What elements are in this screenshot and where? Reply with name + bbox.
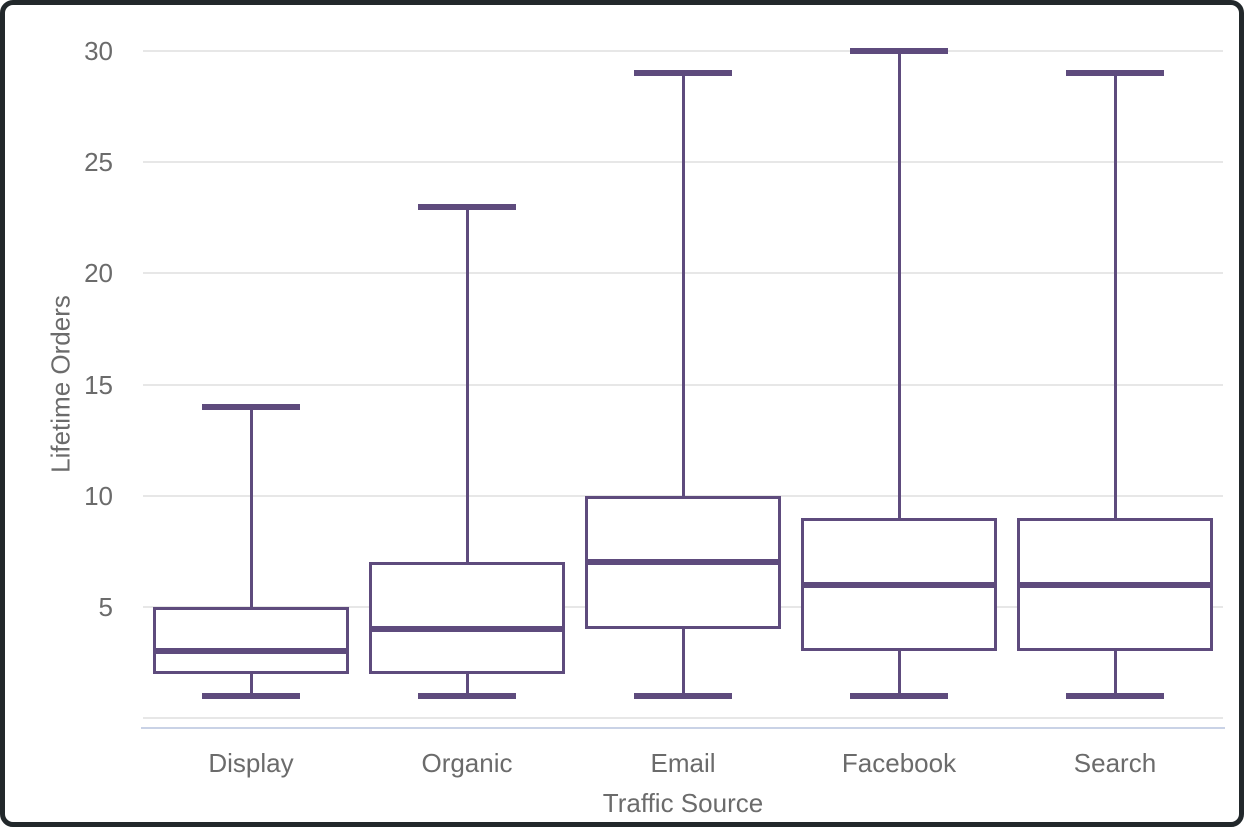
boxplot-chart: Lifetime Orders Traffic Source 5 10 15 20 25… (5, 5, 1239, 822)
whisker-cap-max-search (1066, 70, 1164, 77)
whisker-cap-min-organic (418, 692, 516, 699)
iqr-box-organic (369, 562, 565, 674)
whisker-upper-organic (465, 206, 469, 563)
x-axis-tick-label: Email (650, 748, 716, 778)
whisker-cap-max-email (634, 70, 732, 77)
whisker-lower-email (681, 629, 685, 696)
x-axis-baseline (141, 727, 1225, 729)
median-line-facebook (801, 581, 997, 588)
y-axis-tick-label: 20 (84, 258, 113, 289)
whisker-cap-min-facebook (850, 692, 948, 699)
whisker-cap-min-email (634, 692, 732, 699)
y-axis-tick-label: 5 (98, 591, 113, 622)
y-axis-tick-label: 30 (84, 36, 113, 66)
y-axis-tick-label: 10 (84, 480, 113, 511)
whisker-lower-facebook (897, 651, 901, 696)
median-line-organic (369, 626, 565, 633)
median-line-email (585, 559, 781, 566)
iqr-box-display (153, 606, 349, 674)
whisker-cap-max-organic (418, 203, 516, 210)
median-line-display (153, 648, 349, 655)
whisker-upper-display (249, 406, 253, 607)
y-axis-tick-label: 25 (84, 147, 113, 178)
whisker-lower-display (249, 673, 253, 696)
zero-gridline (143, 717, 1223, 719)
whisker-cap-min-display (202, 692, 300, 699)
whisker-upper-facebook (897, 51, 901, 518)
whisker-upper-search (1113, 73, 1117, 518)
whisker-cap-max-facebook (850, 48, 948, 54)
x-axis-tick-label: Organic (421, 748, 513, 778)
y-axis-tick-label: 15 (84, 369, 113, 400)
whisker-upper-email (681, 73, 685, 496)
whisker-cap-max-display (202, 403, 300, 410)
x-axis-tick-label: Facebook (841, 748, 957, 778)
x-axis-tick-label: Search (1073, 748, 1157, 778)
x-axis-tick-label: Display (208, 748, 294, 778)
gridline (143, 50, 1223, 52)
whisker-lower-search (1113, 651, 1117, 696)
whisker-cap-min-search (1066, 692, 1164, 699)
whisker-lower-organic (465, 673, 469, 696)
x-axis-title: Traffic Source (602, 788, 764, 818)
median-line-search (1017, 581, 1213, 588)
